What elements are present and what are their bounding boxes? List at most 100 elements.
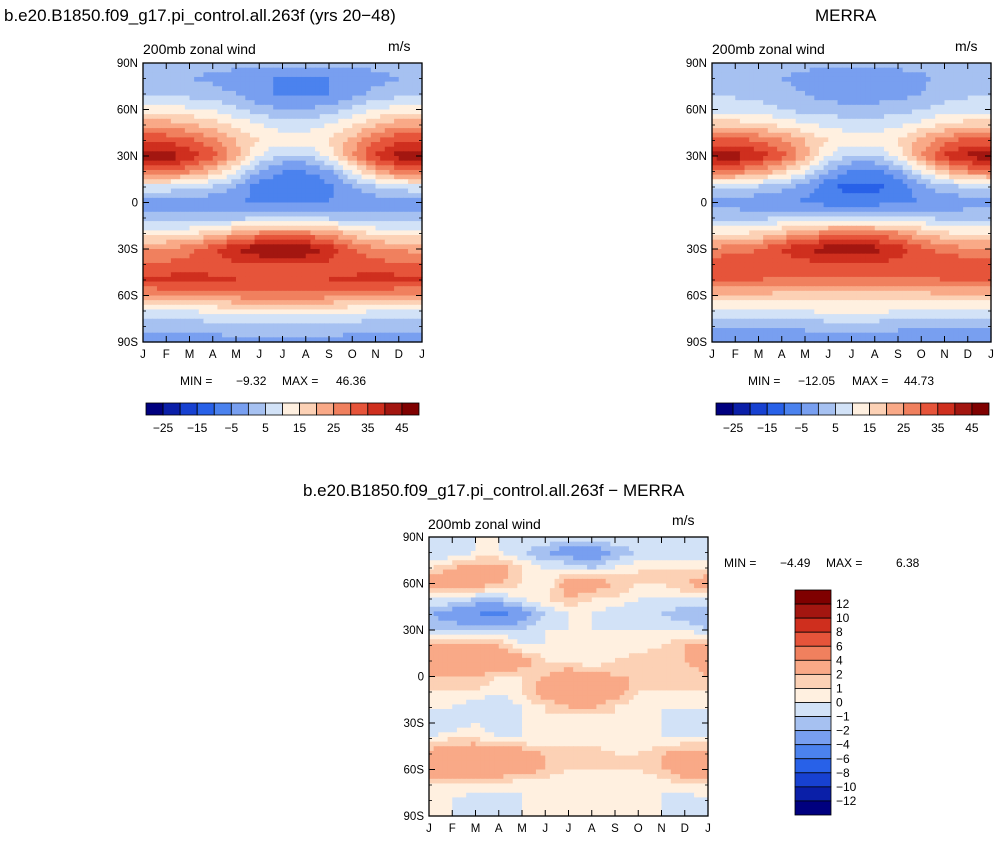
heatmap-cell: [259, 258, 265, 264]
heatmap-cell: [772, 151, 778, 157]
heatmap-cell: [212, 146, 218, 152]
heatmap-cell: [394, 225, 400, 231]
heatmap-cell: [231, 193, 237, 199]
heatmap-cell: [394, 146, 400, 152]
heatmap-cell: [403, 146, 409, 152]
heatmap-cell: [198, 142, 205, 148]
heatmap-cell: [263, 156, 270, 162]
heatmap-cell: [198, 109, 205, 115]
heatmap-cell: [380, 109, 386, 115]
heatmap-cell: [189, 286, 195, 292]
heatmap-cell: [370, 318, 377, 324]
heatmap-cell: [305, 174, 311, 180]
heatmap-cell: [389, 295, 395, 301]
heatmap-cell: [217, 267, 223, 273]
heatmap-cell: [721, 95, 727, 101]
heatmap-cell: [180, 290, 186, 297]
heatmap-cell: [786, 95, 792, 101]
heatmap-cell: [268, 207, 274, 213]
heatmap-cell: [412, 156, 418, 162]
heatmap-cell: [944, 146, 950, 152]
heatmap-cell: [305, 118, 311, 125]
heatmap-cell: [800, 114, 806, 120]
heatmap-cell: [389, 109, 395, 115]
heatmap-cell: [277, 104, 284, 111]
heatmap-cell: [361, 132, 367, 138]
heatmap-cell: [712, 137, 718, 143]
heatmap-cell: [166, 72, 172, 78]
heatmap-cell: [170, 151, 177, 157]
heatmap-cell: [347, 216, 353, 222]
heatmap-cell: [412, 100, 418, 106]
heatmap-cell: [851, 123, 857, 129]
heatmap-cell: [786, 100, 792, 106]
heatmap-cell: [888, 72, 894, 78]
heatmap-cell: [287, 314, 293, 320]
heatmap-cell: [319, 179, 325, 185]
heatmap-cell: [305, 169, 311, 176]
heatmap-cell: [254, 290, 260, 297]
heatmap-cell: [963, 86, 969, 92]
heatmap-cell: [800, 76, 806, 83]
heatmap-cell: [907, 118, 913, 125]
heatmap-cell: [403, 267, 409, 273]
heatmap-cell: [222, 239, 228, 245]
heatmap-cell: [342, 76, 349, 83]
heatmap-cell: [203, 132, 209, 138]
heatmap-cell: [189, 76, 195, 83]
heatmap-cell: [352, 114, 358, 120]
heatmap-cell: [249, 300, 256, 306]
heatmap-cell: [212, 183, 218, 190]
heatmap-cell: [203, 114, 209, 120]
heatmap-cell: [347, 337, 353, 343]
heatmap-cell: [408, 81, 414, 87]
heatmap-cell: [352, 160, 358, 166]
heatmap-cell: [208, 76, 214, 83]
heatmap-cell: [184, 207, 191, 213]
heatmap-cell: [236, 230, 242, 236]
heatmap-cell: [730, 146, 736, 152]
heatmap-cell: [777, 109, 783, 115]
heatmap-cell: [361, 160, 367, 166]
heatmap-cell: [263, 323, 270, 329]
heatmap-cell: [898, 100, 904, 106]
heatmap-cell: [254, 123, 260, 129]
heatmap-cell: [217, 165, 223, 171]
heatmap-cell: [240, 156, 246, 162]
heatmap-cell: [772, 118, 778, 125]
heatmap-cell: [380, 300, 386, 306]
heatmap-cell: [380, 100, 386, 106]
heatmap-cell: [916, 132, 922, 138]
heatmap-cell: [860, 95, 867, 101]
heatmap-cell: [287, 95, 293, 101]
heatmap-cell: [712, 114, 718, 120]
heatmap-cell: [259, 323, 265, 329]
heatmap-cell: [208, 221, 214, 227]
heatmap-cell: [356, 304, 363, 311]
heatmap-cell: [184, 132, 191, 138]
heatmap-cell: [333, 309, 339, 315]
heatmap-cell: [944, 104, 950, 111]
heatmap-cell: [273, 137, 279, 143]
heatmap-cell: [911, 81, 918, 87]
heatmap-cell: [361, 304, 367, 311]
heatmap-cell: [856, 67, 862, 73]
heatmap-cell: [786, 132, 792, 138]
heatmap-cell: [930, 63, 936, 69]
heatmap-cell: [837, 123, 843, 129]
heatmap-cell: [911, 109, 918, 115]
heatmap-cell: [277, 318, 284, 324]
heatmap-cell: [240, 337, 246, 343]
heatmap-cell: [874, 114, 880, 120]
heatmap-cell: [814, 151, 820, 157]
heatmap-cell: [944, 156, 950, 162]
heatmap-cell: [166, 323, 172, 329]
heatmap-cell: [791, 128, 797, 134]
heatmap-cell: [874, 90, 880, 97]
heatmap-cell: [398, 239, 404, 245]
heatmap-cell: [953, 76, 960, 83]
heatmap-cell: [212, 221, 218, 227]
heatmap-cell: [366, 337, 372, 343]
heatmap-cell: [166, 337, 172, 343]
